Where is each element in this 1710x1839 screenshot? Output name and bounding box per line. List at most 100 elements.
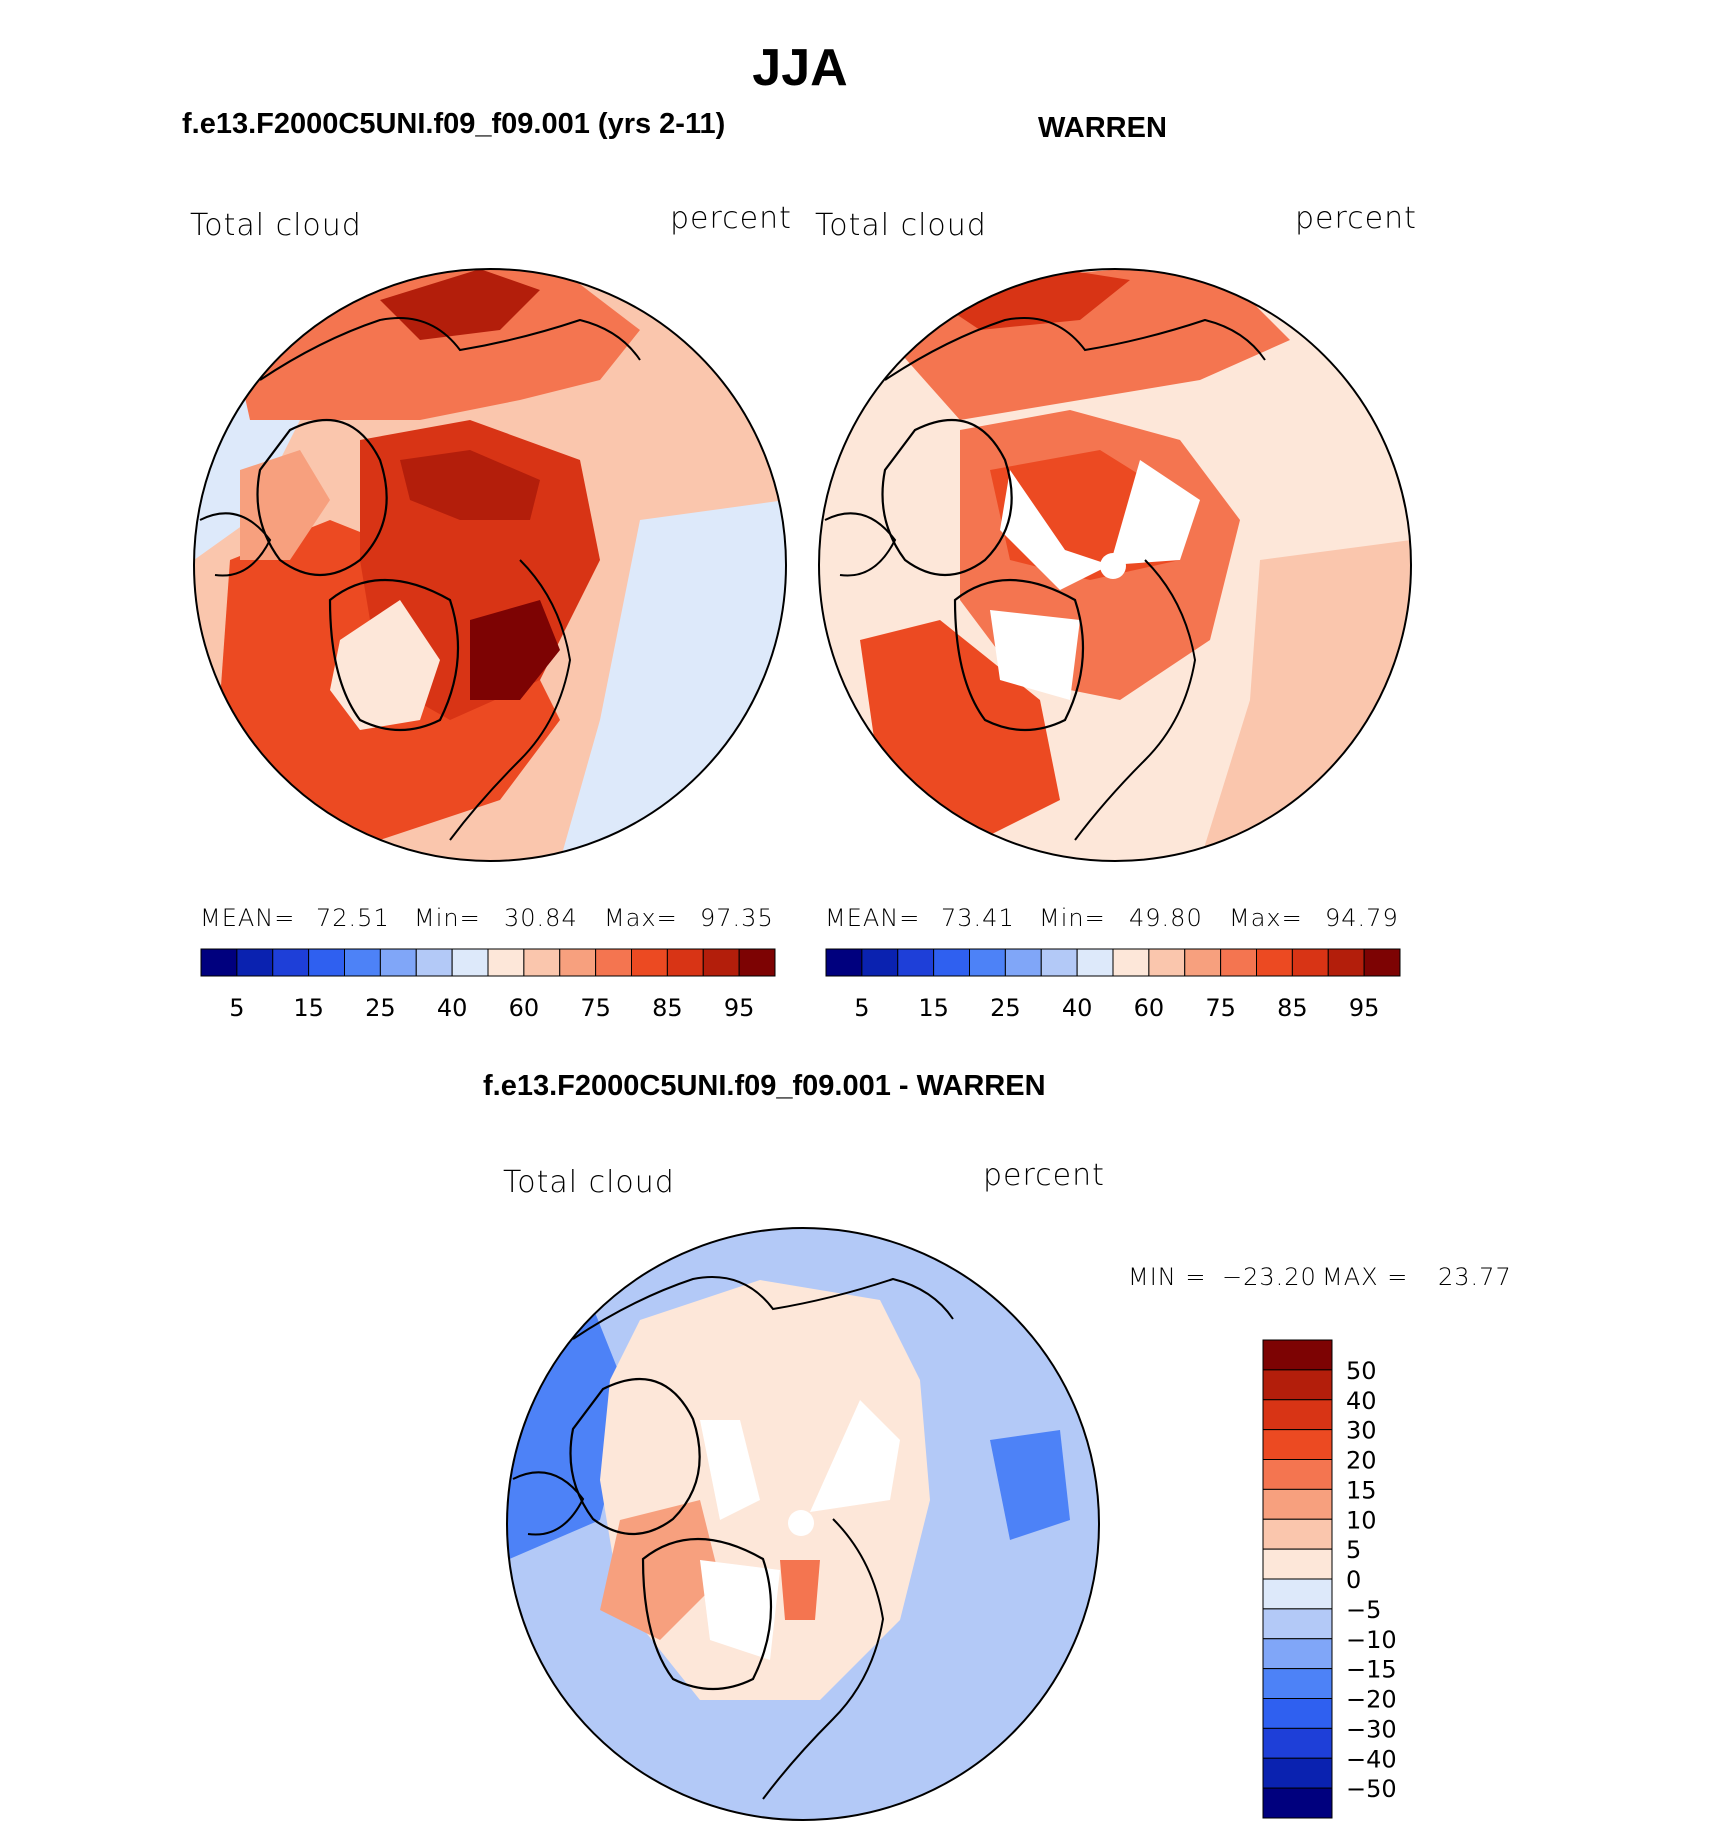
panel2-colorbar-cell <box>1184 948 1222 977</box>
panel1-colorbar-cell <box>379 948 417 977</box>
panel1-coast-greenland <box>328 578 460 732</box>
panel3-colorbar-cell <box>1262 1638 1333 1670</box>
panel2-colorbar-cell <box>1256 948 1293 977</box>
panel2-coast-siberia <box>884 317 1266 381</box>
panel1-colorbar-cell <box>559 948 597 977</box>
panel3-pole-hole <box>788 1510 814 1536</box>
panel1-field-high-arctic <box>400 450 540 520</box>
panel1-min-value: 30.84 <box>504 904 578 932</box>
panel1-colorbar-tick-label: 5 <box>229 994 244 1022</box>
panel3-colorbar-tick-label: −30 <box>1346 1715 1397 1743</box>
panel2-min-value: 49.80 <box>1129 904 1203 932</box>
panel2-map-border <box>818 268 1412 862</box>
panel2-mean-label: MEAN= <box>825 904 921 932</box>
panel2-max-label: Max= <box>1229 904 1303 932</box>
panel3-colorbar-cell <box>1262 1757 1333 1789</box>
panel2-colorbar-cell <box>1004 948 1042 977</box>
panel3-colorbar-cell <box>1262 1518 1333 1550</box>
panel3-map-border <box>506 1227 1100 1821</box>
panel3-colorbar-tick-label: 50 <box>1346 1357 1377 1385</box>
panel1-colorbar-cell <box>523 948 561 977</box>
panel3-title: f.e13.F2000C5UNI.f09_f09.001 - WARREN <box>483 1070 1046 1102</box>
panel1-colorbar-cell <box>236 948 274 977</box>
panel3-right-label: percent <box>983 1158 1105 1193</box>
panel1-colorbar-tick-label: 75 <box>580 994 611 1022</box>
panel1-field-greenland <box>330 600 440 730</box>
panel1-mean-label: MEAN= <box>200 904 296 932</box>
panel3-colorbar-cell <box>1262 1727 1333 1759</box>
panel1-colorbar-cell <box>200 948 238 977</box>
panel2-colorbar-cell <box>1148 948 1186 977</box>
panel3-colorbar-tick-label: −50 <box>1346 1775 1397 1803</box>
panel3-colorbar-cell <box>1262 1339 1333 1371</box>
panel3-colorbar-cell <box>1262 1578 1333 1610</box>
panel2-title: WARREN <box>1038 112 1167 144</box>
panel3-colorbar-cell <box>1262 1488 1333 1520</box>
panel2-colorbar-cell <box>1112 948 1150 977</box>
panel2-colorbar-cell <box>969 948 1006 977</box>
panel2-right-label: percent <box>1295 201 1417 236</box>
panel2-colorbar-cell <box>1076 948 1114 977</box>
panel3-max-label: MAX = <box>1322 1263 1409 1291</box>
panel3-colorbar-cell <box>1262 1429 1333 1460</box>
panel3-colorbar-cell <box>1262 1787 1333 1819</box>
panel3-colorbar-cell <box>1262 1548 1333 1580</box>
panel3-colorbar-tick-label: −40 <box>1346 1745 1397 1773</box>
panel2-map <box>818 268 1412 862</box>
panel1-colorbar-cell <box>666 948 704 977</box>
panel3-colorbar-tick-label: 15 <box>1346 1476 1377 1504</box>
colorbars: 5 15 25 40 60 75 85 95 5 15 25 40 60 75 85 955040302015… <box>200 948 1401 1819</box>
panel2-colorbar-cell <box>897 948 935 977</box>
panel3-min-value: −23.20 <box>1222 1263 1317 1291</box>
panel3-left-label: Total cloud <box>503 1165 675 1200</box>
panel1-field-max <box>470 600 560 700</box>
panel3-colorbar-cell <box>1262 1608 1333 1640</box>
panel1-coast-siberia <box>259 317 641 381</box>
panel3-coast-greenland <box>641 1537 773 1691</box>
panel3-colorbar-tick-label: 5 <box>1346 1536 1361 1564</box>
panel3-coast-scandinavia <box>762 1518 885 1800</box>
panel2-missing-wedge-2 <box>1110 460 1200 565</box>
panel3-colorbar-tick-label: 20 <box>1346 1447 1377 1475</box>
panel2-colorbar-tick-label: 40 <box>1062 994 1093 1022</box>
panel3-colorbar-tick-label: 40 <box>1346 1387 1377 1415</box>
panel2-missing-wedge-3 <box>990 610 1080 700</box>
panel3-colorbar-tick-label: −15 <box>1346 1656 1397 1684</box>
panel3-colorbar-cell <box>1262 1459 1333 1490</box>
panel2-mean-value: 73.41 <box>941 904 1015 932</box>
panel3-colorbar-cell <box>1262 1399 1333 1431</box>
panel3-field-max-pos <box>780 1560 820 1620</box>
panel3-coast-siberia <box>572 1276 954 1340</box>
panel2-colorbar-cell <box>1040 948 1078 977</box>
panel2-colorbar-cell <box>933 948 970 977</box>
panel2-coast-greenland <box>953 578 1085 732</box>
panel3-colorbar-cell <box>1262 1698 1333 1729</box>
panel1-colorbar-cell <box>415 948 453 977</box>
panel2-colorbar-tick-label: 85 <box>1277 994 1308 1022</box>
panel3-colorbar-tick-label: −10 <box>1346 1626 1397 1654</box>
panel1-field-high-north <box>380 269 540 340</box>
panel2-colorbar-cell <box>1220 948 1257 977</box>
panel2-min-label: Min= <box>1039 904 1106 932</box>
panel1-colorbar-tick-label: 95 <box>724 994 755 1022</box>
panel2-colorbar-cell <box>1363 948 1401 977</box>
panel1-max-label: Max= <box>604 904 678 932</box>
panel1-colorbar-cell <box>631 948 668 977</box>
panel2-colorbar-tick-label: 15 <box>918 994 949 1022</box>
panel3-colorbar-tick-label: −20 <box>1346 1686 1397 1714</box>
panel2-colorbar-tick-label: 25 <box>990 994 1021 1022</box>
panel3-missing-wedge-3 <box>700 1560 780 1660</box>
panel1-colorbar-cell <box>595 948 632 977</box>
panel2-colorbar-cell <box>1327 948 1365 977</box>
panel3-coast-alaska <box>512 1471 585 1536</box>
panel3-field-asia-neg <box>990 1430 1070 1540</box>
panel2-colorbar-tick-label: 5 <box>854 994 869 1022</box>
panel1-left-label: Total cloud <box>190 208 362 243</box>
panel1-colorbar-cell <box>344 948 381 977</box>
panel1-right-label: percent <box>670 201 792 236</box>
panel1-map <box>193 268 787 862</box>
panel2-missing-wedge-1 <box>1000 470 1110 590</box>
panel1-colorbar-cell <box>738 948 776 977</box>
panel2-colorbar-tick-label: 75 <box>1205 994 1236 1022</box>
